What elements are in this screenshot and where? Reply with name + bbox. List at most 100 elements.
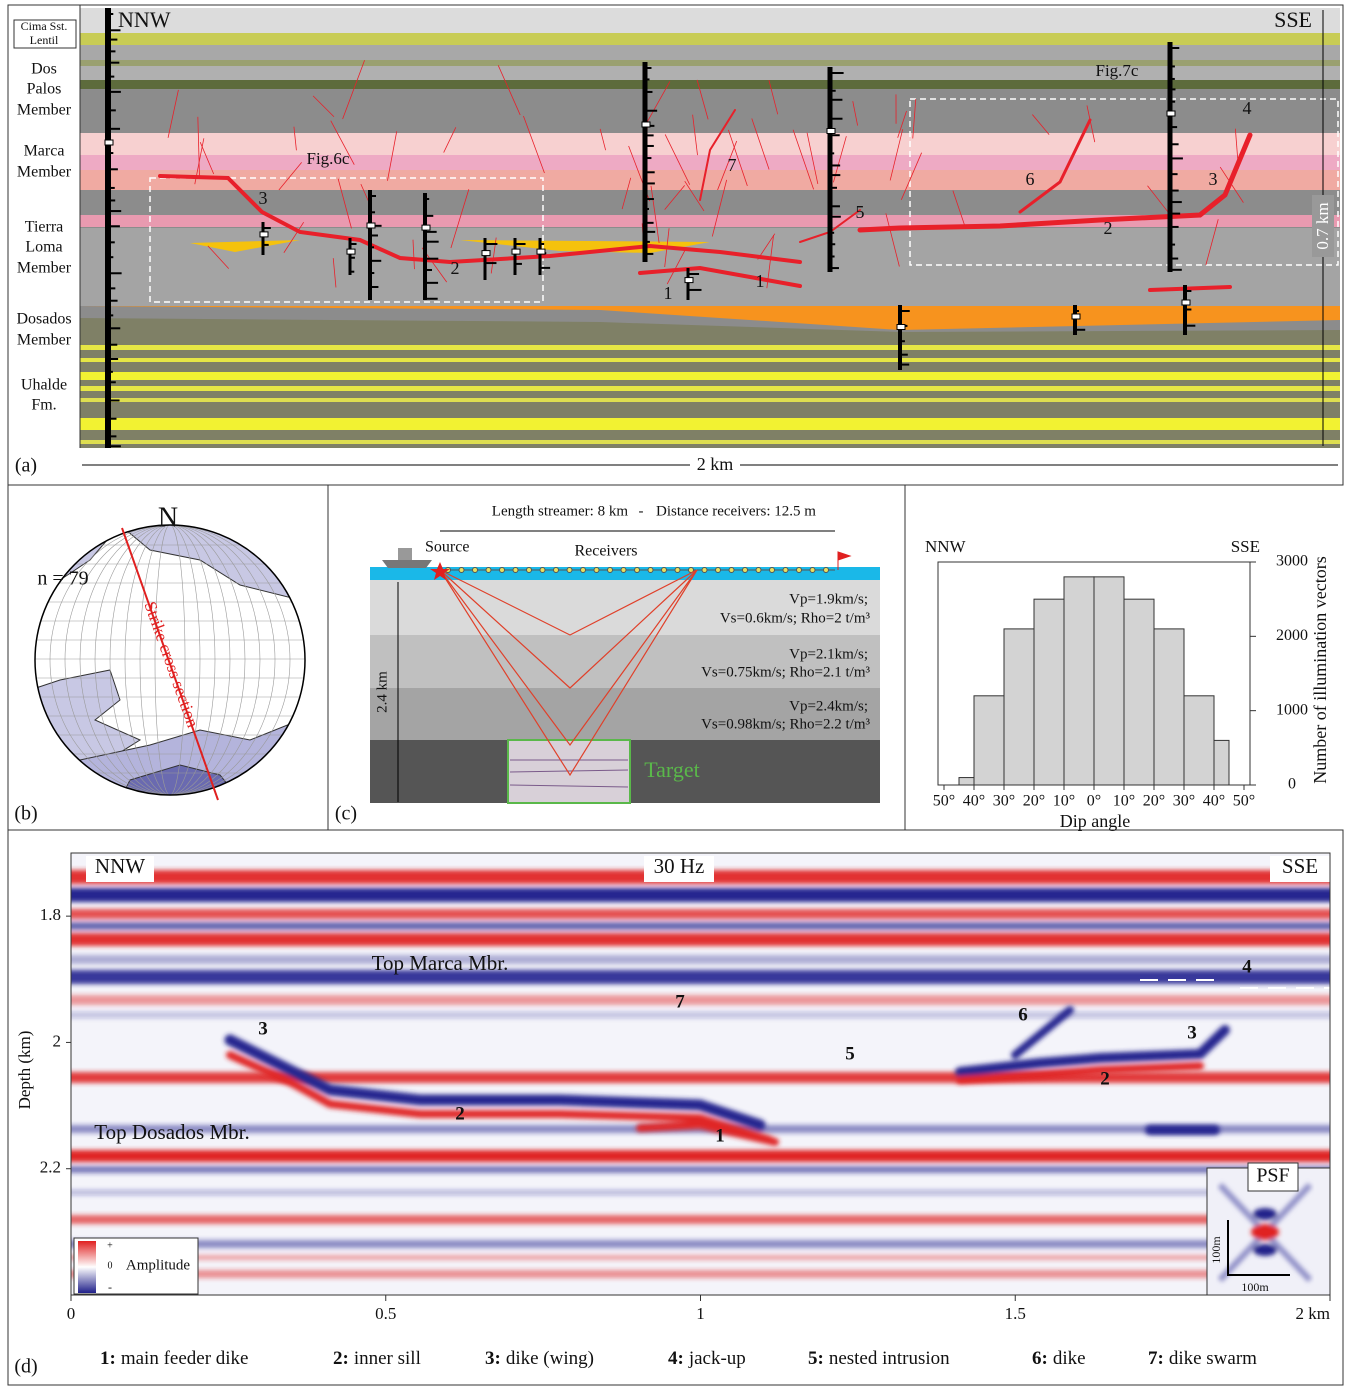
- legend-key: 6:: [1032, 1348, 1048, 1369]
- unit-name: Fm.: [31, 397, 56, 414]
- figure: NNWSSECima Sst.LentilDosPalosMemberMarca…: [0, 0, 1351, 1390]
- label: SSE: [1282, 854, 1318, 878]
- log-marker: [1167, 111, 1175, 116]
- layer-properties: Vp=2.1km/s;: [789, 646, 868, 662]
- panel-label: (d): [14, 1356, 37, 1378]
- y-tick-label: 1.8: [40, 905, 61, 924]
- seismic-band: [60, 1240, 1350, 1248]
- legend-item: 2:inner sill: [333, 1348, 421, 1369]
- unit-name: Cima Sst.: [21, 19, 68, 33]
- receiver: [729, 568, 734, 573]
- x-tick-label: 30°: [1173, 793, 1195, 810]
- receiver: [459, 568, 464, 573]
- y-tick-label: 2: [53, 1031, 62, 1050]
- intrusion-label: 4: [1242, 956, 1252, 977]
- y-tick-label: 2000: [1276, 627, 1308, 644]
- legend-text: nested intrusion: [829, 1348, 950, 1369]
- histogram-bar: [974, 696, 1004, 785]
- legend-key: 5:: [808, 1348, 824, 1369]
- log-marker: [512, 249, 520, 254]
- label: SSE: [1231, 537, 1260, 556]
- receiver: [473, 568, 478, 573]
- x-tick-label: 20°: [1023, 793, 1045, 810]
- label: +: [107, 1240, 113, 1251]
- label: Distance receivers: 12.5 m: [656, 503, 816, 519]
- label: -: [108, 1280, 112, 1294]
- x-tick-label: 1.5: [1005, 1304, 1026, 1323]
- unit-name: Loma: [25, 239, 62, 256]
- log-marker: [482, 251, 490, 256]
- x-tick-label: 2 km: [1296, 1304, 1330, 1323]
- seismic-band: [60, 995, 1350, 1005]
- x-tick-label: 30°: [993, 793, 1015, 810]
- label: Target: [644, 757, 699, 782]
- intrusion-label: 3: [258, 1018, 268, 1039]
- legend-item: 3:dike (wing): [485, 1348, 594, 1369]
- receiver: [702, 568, 707, 573]
- colorbar-title: Amplitude: [126, 1257, 191, 1273]
- label: 2.4 km: [374, 671, 390, 713]
- legend-text: dike (wing): [506, 1348, 594, 1369]
- histogram-bar: [1124, 599, 1154, 785]
- label: n = 79: [37, 568, 88, 590]
- unit-name: Marca: [24, 143, 65, 160]
- x-tick-label: 0: [67, 1304, 76, 1323]
- unit-name: Dos: [31, 61, 57, 78]
- label: -: [639, 503, 644, 519]
- intrusion-label: 5: [845, 1043, 855, 1064]
- histogram-bar: [1064, 577, 1094, 785]
- intrusion-label: 1: [664, 283, 673, 303]
- label: Source: [425, 539, 469, 556]
- intrusion-label: 6: [1026, 169, 1035, 189]
- label: Length streamer: 8 km: [492, 503, 629, 519]
- x-tick-label: 0°: [1087, 793, 1101, 810]
- label: Receivers: [574, 543, 637, 560]
- legend-item: 7:dike swarm: [1148, 1348, 1257, 1369]
- legend-key: 3:: [485, 1348, 501, 1369]
- receiver: [621, 568, 626, 573]
- histogram-bar: [1184, 696, 1214, 785]
- receiver: [662, 568, 667, 573]
- intrusion-label: 7: [728, 155, 737, 175]
- box-label: Fig.7c: [1096, 61, 1139, 80]
- layer-properties: Vs=0.6km/s; Rho=2 t/m³: [720, 610, 871, 626]
- intrusion-label: 6: [1018, 1004, 1028, 1025]
- receiver: [486, 568, 491, 573]
- receiver: [513, 568, 518, 573]
- legend-item: 1:main feeder dike: [100, 1348, 248, 1369]
- receiver: [540, 568, 545, 573]
- unit-name: Member: [17, 164, 72, 181]
- intrusion-label: 1: [756, 271, 765, 291]
- horizon-label: Top Marca Mbr.: [372, 951, 509, 975]
- receiver: [608, 568, 613, 573]
- label: NNW: [95, 854, 145, 878]
- x-tick-label: 40°: [963, 793, 985, 810]
- receiver: [810, 568, 815, 573]
- intrusion-label: 2: [1104, 218, 1113, 238]
- seismic-band: [60, 1215, 1350, 1224]
- layer-properties: Vs=0.75km/s; Rho=2.1 t/m³: [701, 664, 870, 680]
- histogram-bar: [1094, 577, 1124, 785]
- unit-name: Uhalde: [21, 377, 67, 394]
- x-tick-label: 10°: [1053, 793, 1075, 810]
- log-marker: [1182, 300, 1190, 305]
- label: 30 Hz: [654, 854, 705, 878]
- log-marker: [367, 223, 375, 228]
- log-marker: [897, 325, 905, 330]
- label: 100m: [1241, 1280, 1269, 1294]
- log-marker: [260, 232, 268, 237]
- unit-name: Member: [17, 102, 72, 119]
- panel-label: (c): [335, 803, 357, 825]
- receiver: [567, 568, 572, 573]
- legend-text: jack-up: [688, 1348, 746, 1369]
- label: 0: [108, 1260, 113, 1271]
- legend-key: 1:: [100, 1348, 116, 1369]
- receiver: [635, 568, 640, 573]
- intrusion-label: 5: [856, 202, 865, 222]
- log-marker: [685, 278, 693, 283]
- receiver: [648, 568, 653, 573]
- x-tick-label: 20°: [1143, 793, 1165, 810]
- legend-item: 6:dike: [1032, 1348, 1086, 1369]
- receiver: [824, 568, 829, 573]
- log-marker: [105, 140, 113, 145]
